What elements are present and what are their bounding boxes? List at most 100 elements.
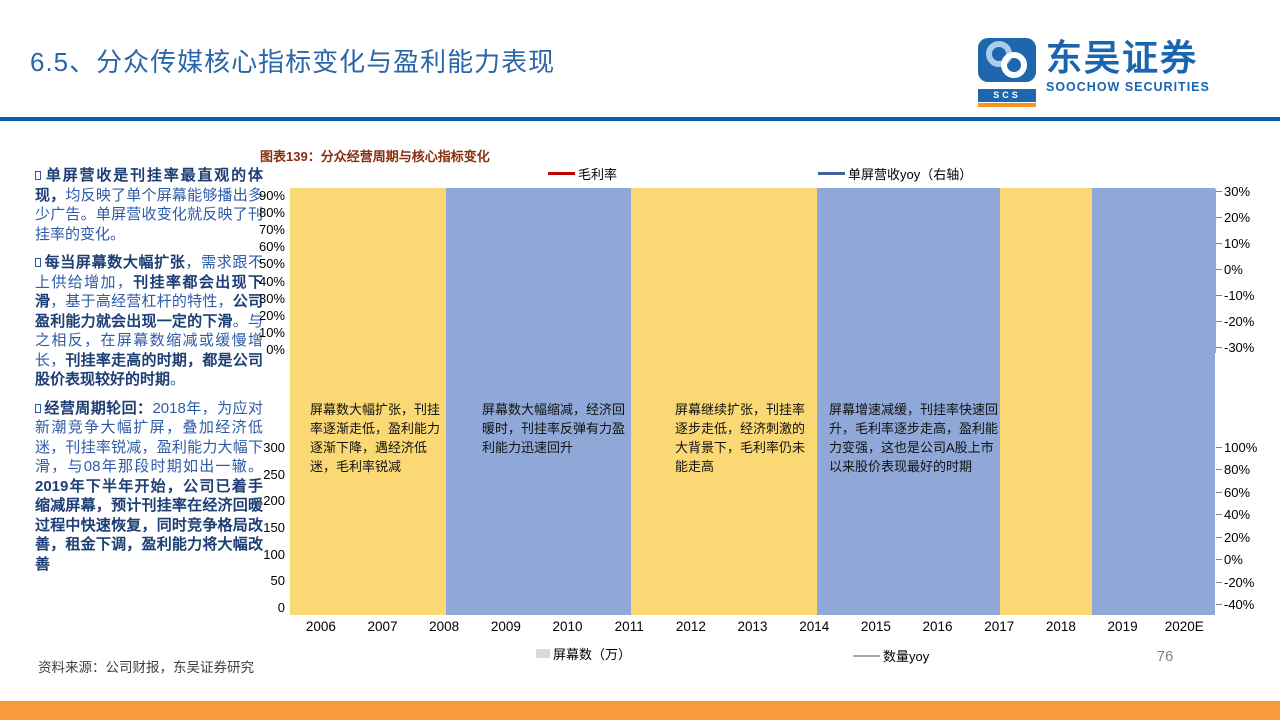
bullet-text-segment: 刊挂率都会出现下滑 <box>35 273 263 311</box>
axis-tick-label: 300 <box>263 440 285 455</box>
x-axis-label: 2006 <box>305 619 336 634</box>
legend-qty-yoy: 数量yoy <box>853 646 929 665</box>
axis-tick-label: -40% <box>1216 597 1276 612</box>
x-axis-label: 2008 <box>429 619 460 634</box>
page-title: 6.5、分众传媒核心指标变化与盈利能力表现 <box>30 47 556 77</box>
red-line-icon <box>548 172 575 175</box>
logo-rings-icon <box>978 38 1036 82</box>
x-axis-label: 2016 <box>922 619 953 634</box>
tick-mark <box>1216 469 1222 471</box>
square-bullet-icon <box>35 171 41 180</box>
bullet-text-segment: ，基于高经营杠杆的特性， <box>50 293 233 310</box>
tick-mark <box>1216 243 1222 244</box>
axis-tick-label: 250 <box>263 466 285 482</box>
x-axis-label: 2012 <box>675 619 706 634</box>
tick-mark <box>1216 559 1222 561</box>
x-axis-label: 2007 <box>367 619 398 634</box>
bullet-text-segment: ，需求跟不上供给增加， <box>35 254 263 291</box>
logo-name-cn: 东吴证券 <box>1046 37 1199 78</box>
tick-mark <box>1216 447 1222 448</box>
axis-tick-label: -20% <box>1216 315 1276 329</box>
legend-label: 数量yoy <box>883 649 930 664</box>
axis-tick-label: 90% <box>258 188 285 203</box>
bullet-text-segment: 经营周期轮回： <box>44 399 153 417</box>
legend-revenue-yoy: 单屏营收yoy（右轴） <box>818 164 972 183</box>
x-axis-label: 2019 <box>1107 619 1138 634</box>
band-annotation: 屏幕数大幅缩减，经济回暖时，刊挂率反弹有力盈利能力迅速回升 <box>482 402 626 455</box>
axis-tick-label: 40% <box>1216 508 1276 522</box>
bottom-accent-bar <box>0 701 1280 720</box>
axis-tick-label: 10% <box>1216 237 1276 251</box>
axis-tick-label: -20% <box>1216 575 1276 590</box>
x-axis-label: 2013 <box>737 619 768 634</box>
square-bullet-icon <box>35 258 41 267</box>
x-axis-label: 2017 <box>984 619 1015 634</box>
bullet-item: 每当屏幕数大幅扩张，需求跟不上供给增加，刊挂率都会出现下滑，基于高经营杠杆的特性… <box>35 253 263 390</box>
bullet-text-segment: 每当屏幕数大幅扩张 <box>44 254 186 271</box>
left-axis-bottom-count: 300 250 200 150 100 50 0 <box>243 441 285 615</box>
x-axis-label: 2010 <box>552 619 583 634</box>
tick-mark <box>1216 603 1222 605</box>
period-band-2011-2014: 屏幕继续扩张，刊挂率逐步走低，经济刺激的大背景下，毛利率仍未能走高 <box>631 188 817 615</box>
legend-gross-margin: 毛利率 <box>548 164 617 183</box>
left-axis-top-percent: 90% 80% 70% 60% 50% 40% 30% 20% 10% 0% <box>243 189 285 357</box>
legend-screen-count: 屏幕数（万） <box>536 644 631 663</box>
legend-label: 毛利率 <box>578 167 618 182</box>
soochow-securities-logo: SCS 东吴证券 SOOCHOW SECURITIES <box>978 38 1210 107</box>
axis-tick-label: 50 <box>270 573 285 589</box>
x-axis-label: 2014 <box>799 619 830 634</box>
axis-tick-label: 0 <box>277 599 285 615</box>
axis-tick-label: -30% <box>1216 341 1276 355</box>
bullet-text-segment: 刊挂率走高的时期，都是公司股价表现较好的时期 <box>35 351 263 389</box>
tick-mark <box>1216 217 1222 218</box>
page-number: 76 <box>1156 648 1174 665</box>
tick-mark <box>1216 191 1222 192</box>
x-axis-year-labels: 2006 2007 2008 2009 2010 2011 2012 2013 2014 2015… <box>290 619 1215 634</box>
axis-tick-label: 0% <box>1216 553 1276 567</box>
period-band-2006-2008: 屏幕数大幅扩张，刊挂率逐渐走低，盈利能力逐渐下降，遇经济低迷，毛利率锐减 <box>290 188 446 615</box>
legend-label: 屏幕数（万） <box>553 647 632 662</box>
axis-tick-label: 100 <box>263 546 285 562</box>
period-band-2018-2020E <box>1092 188 1215 615</box>
bullet-text-segment: 。与之相反，在屏幕数缩减或缓慢增长， <box>35 312 263 369</box>
right-axis-bottom-percent: 100% 80% 60% 40% 20% 0% -20% -40% <box>1216 441 1276 612</box>
axis-tick-label: 200 <box>263 493 285 509</box>
bullet-item: 经营周期轮回：2018年，为应对新潮竞争大幅扩屏，叠加经济低迷，刊挂率锐减，盈利… <box>35 399 263 575</box>
legend-label: 单屏营收yoy（右轴） <box>848 167 973 182</box>
right-axis-top-percent: 30% 20% 10% 0% -10% -20% -30% <box>1216 185 1276 355</box>
blue-line-icon <box>818 172 845 175</box>
axis-tick-label: 0% <box>266 341 285 357</box>
period-band-2017-2018 <box>1000 188 1092 615</box>
axis-tick-label: 150 <box>263 519 285 535</box>
commentary-panel: 单屏营收是刊挂率最直观的体现，均反映了单个屏幕能够播出多少广告。单屏营收变化就反… <box>35 166 263 583</box>
bullet-text-segment: 2018年，为应对新潮竞争大幅扩屏，叠加经济低迷，刊挂率锐减，盈利能力大幅下滑，… <box>35 399 263 476</box>
axis-tick-label: 80% <box>1216 463 1276 477</box>
bullet-text-segment: 2019年下半年开始，公司已着手缩减屏幕，预计刊挂率在经济回暖过程中快速恢复，同… <box>35 477 263 573</box>
logo-badge: SCS <box>978 89 1036 102</box>
axis-tick-label: 60% <box>1216 485 1276 500</box>
x-axis-label: 2009 <box>490 619 521 634</box>
gray-line-icon <box>853 654 880 657</box>
x-axis-label: 2015 <box>860 619 891 634</box>
tick-mark <box>1216 514 1222 516</box>
header-divider <box>0 117 1280 121</box>
bullet-text-segment: 公司盈利能力就会出现一定的下滑 <box>35 293 263 330</box>
tick-mark <box>1216 347 1222 348</box>
gray-bar-icon <box>536 649 550 658</box>
axis-tick-label: -10% <box>1216 289 1276 303</box>
x-axis-label: 2018 <box>1045 619 1076 634</box>
bullet-text-segment: 单屏营收是刊挂率最直观的体现， <box>35 167 263 204</box>
axis-tick-label: 60% <box>258 239 285 255</box>
axis-tick-label: 80% <box>258 205 285 221</box>
tick-mark <box>1216 269 1222 270</box>
band-annotation: 屏幕增速减缓，刊挂率快速回升，毛利率逐步走高，盈利能力变强，这也是公司A股上市以… <box>829 402 999 474</box>
axis-tick-label: 100% <box>1216 441 1276 455</box>
x-axis-label: 2020E <box>1164 619 1204 634</box>
axis-tick-label: 70% <box>258 222 285 238</box>
bullet-item: 单屏营收是刊挂率最直观的体现，均反映了单个屏幕能够播出多少广告。单屏营收变化就反… <box>35 166 263 244</box>
period-band-2014-2017: 屏幕增速减缓，刊挂率快速回升，毛利率逐步走高，盈利能力变强，这也是公司A股上市以… <box>817 188 1000 615</box>
axis-tick-label: 20% <box>258 307 285 323</box>
axis-tick-label: 10% <box>258 324 285 340</box>
axis-tick-label: 0% <box>1216 263 1276 277</box>
band-annotation: 屏幕继续扩张，刊挂率逐步走低，经济刺激的大背景下，毛利率仍未能走高 <box>675 402 806 474</box>
